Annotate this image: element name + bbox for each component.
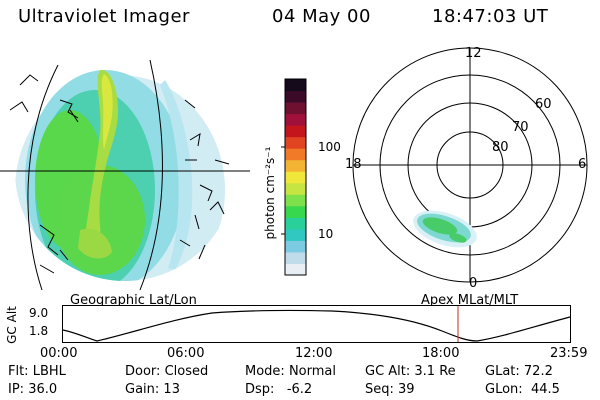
- colorbar-cell: [285, 263, 306, 276]
- mlat-label-60: 60: [535, 97, 552, 112]
- status-door: Door: Closed: [125, 364, 208, 379]
- colorbar-cell: [285, 228, 306, 241]
- geographic-image-panel: [0, 59, 250, 290]
- colorbar-cell: [285, 113, 306, 126]
- colorbar-cell: [285, 194, 306, 207]
- coastlines: [9, 74, 230, 274]
- mlt-label-18: 18: [345, 157, 362, 172]
- altitude-xtick-0000: 00:00: [40, 346, 78, 361]
- colorbar-cell: [285, 217, 306, 230]
- filter-label: Flt:: [8, 364, 29, 379]
- altitude-xtick-1200: 12:00: [295, 346, 333, 361]
- filter-value: LBHL: [32, 364, 66, 379]
- geographic-panel-label: Geographic Lat/Lon: [70, 293, 197, 308]
- status-filter: Flt: LBHL: [8, 364, 66, 379]
- colorbar-cell: [285, 182, 306, 195]
- door-label: Door:: [125, 364, 161, 379]
- colorbar-tick-100: 100: [318, 140, 341, 154]
- mlat-label-80: 80: [492, 140, 509, 155]
- altitude-plot: [62, 305, 571, 343]
- instrument-title: Ultraviolet Imager: [18, 6, 190, 27]
- observation-date: 04 May 00: [272, 6, 371, 27]
- colorbar-tick-10: 10: [318, 227, 334, 241]
- gain-label: Gain:: [125, 382, 160, 397]
- uv-emission-image: [15, 61, 235, 281]
- mlt-label-0: 0: [469, 276, 478, 291]
- altitude-ytick-bottom: 1.8: [29, 324, 49, 338]
- colorbar-unit-label: photon cm⁻²s⁻¹: [263, 146, 277, 240]
- altitude-xtick-2359: 23:59: [550, 346, 588, 361]
- colorbar-cell: [285, 251, 306, 264]
- status-glon: GLon: 44.5: [485, 382, 560, 397]
- status-glat: GLat: 72.2: [485, 364, 553, 379]
- polar-panel-label: Apex MLat/MLT: [421, 293, 519, 308]
- altitude-ytick-top: 9.0: [29, 306, 49, 320]
- colorbar-cell: [285, 171, 306, 184]
- glat-value: 72.2: [523, 364, 553, 379]
- seq-value: 39: [398, 382, 415, 397]
- status-dsp: Dsp: -6.2: [245, 382, 312, 397]
- gc-alt-label: GC Alt:: [365, 364, 411, 379]
- mlt-label-12: 12: [465, 46, 482, 61]
- colorbar-cell: [285, 90, 306, 103]
- longitude-line: [139, 59, 163, 290]
- status-mode: Mode: Normal: [245, 364, 336, 379]
- glon-value: 44.5: [530, 382, 560, 397]
- colorbar-cell: [285, 102, 306, 115]
- gc-alt-value: 3.1 Re: [414, 364, 456, 379]
- auroral-oval: [413, 210, 477, 248]
- altitude-xtick-0600: 06:00: [167, 346, 205, 361]
- dsp-value: -6.2: [286, 382, 313, 397]
- status-seq: Seq: 39: [365, 382, 415, 397]
- colorbar-cell: [285, 79, 306, 92]
- longitude-line: [27, 64, 59, 290]
- door-value: Closed: [164, 364, 209, 379]
- status-gc-alt: GC Alt: 3.1 Re: [365, 364, 456, 379]
- altitude-plot-frame: [62, 305, 571, 343]
- mlat-label-70: 70: [512, 120, 529, 135]
- colorbar-scale: [285, 79, 306, 276]
- gain-value: 13: [163, 382, 180, 397]
- mlt-label-6: 6: [578, 157, 587, 172]
- altitude-curve: [62, 309, 571, 342]
- glon-label: GLon:: [485, 382, 523, 397]
- polar-mlat-mlt-panel: [352, 47, 588, 283]
- altitude-xtick-1800: 18:00: [422, 346, 460, 361]
- observation-time: 18:47:03 UT: [432, 6, 549, 27]
- colorbar-cell: [285, 148, 306, 161]
- dsp-label: Dsp:: [245, 382, 275, 397]
- colorbar: [281, 78, 307, 276]
- status-ip: IP: 36.0: [8, 382, 57, 397]
- mode-value: Normal: [288, 364, 336, 379]
- colorbar-cell: [285, 240, 306, 253]
- seq-label: Seq:: [365, 382, 394, 397]
- colorbar-cell: [285, 159, 306, 172]
- altitude-ylabel: GC Alt: [5, 306, 19, 344]
- ip-label: IP:: [8, 382, 25, 397]
- mode-label: Mode:: [245, 364, 285, 379]
- glat-label: GLat:: [485, 364, 520, 379]
- colorbar-cell: [285, 125, 306, 138]
- colorbar-cell: [285, 136, 306, 149]
- colorbar-cell: [285, 205, 306, 218]
- status-gain: Gain: 13: [125, 382, 180, 397]
- ip-value: 36.0: [28, 382, 58, 397]
